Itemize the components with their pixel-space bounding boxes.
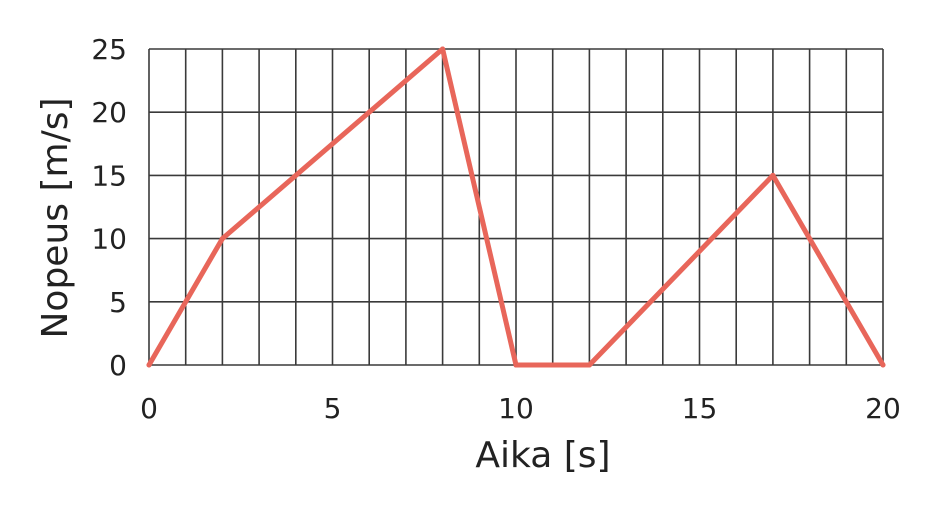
data-point [586,362,592,368]
y-tick-label: 25 [91,33,127,66]
x-tick-label: 20 [865,392,901,425]
x-tick-label: 0 [140,392,158,425]
data-point [146,362,152,368]
x-tick-label: 5 [324,392,342,425]
data-point [880,362,886,368]
data-point [770,172,776,178]
y-tick-label: 10 [91,223,127,256]
x-axis-title: Aika [s] [475,435,610,476]
data-point [219,236,225,242]
y-tick-label: 20 [91,96,127,129]
data-point [513,362,519,368]
x-tick-label: 10 [498,392,534,425]
y-tick-label: 0 [109,349,127,382]
y-tick-label: 5 [109,286,127,319]
y-axis-title: Nopeus [m/s] [35,97,76,338]
y-tick-label: 15 [91,159,127,192]
grid [148,48,884,366]
tick-labels: 0 5 10 15 20 0 5 10 15 20 25 [91,33,900,425]
data-point [440,46,446,52]
x-tick-label: 15 [682,392,718,425]
series-layer [146,46,886,368]
